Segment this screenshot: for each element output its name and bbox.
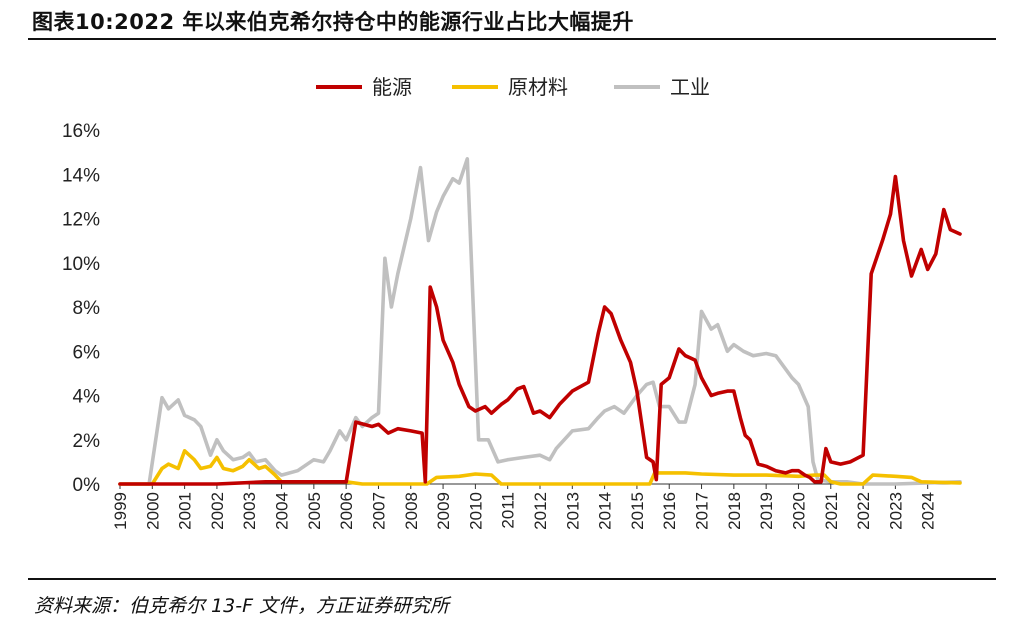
y-tick-label: 6%	[73, 342, 101, 363]
source-note: 资料来源：伯克希尔 13-F 文件，方正证券研究所	[34, 595, 450, 617]
footer-rule	[28, 578, 996, 580]
x-tick-label: 2020	[789, 492, 808, 530]
x-tick-label: 2000	[143, 492, 162, 530]
x-tick-label: 2011	[499, 492, 518, 529]
x-tick-label: 2003	[240, 492, 259, 530]
x-tick-label: 2007	[369, 492, 388, 530]
x-tick-label: 2001	[176, 492, 195, 530]
y-tick-label: 4%	[73, 387, 101, 408]
y-tick-label: 16%	[62, 121, 100, 142]
x-tick-label: 2024	[919, 492, 938, 530]
series-line-2	[118, 157, 962, 486]
legend-label-1: 原材料	[508, 75, 568, 99]
x-tick-label: 2014	[596, 492, 615, 530]
x-tick-label: 2015	[628, 492, 647, 530]
series-line-0	[118, 174, 962, 486]
x-tick-label: 2012	[531, 492, 550, 530]
x-tick-label: 2023	[886, 492, 905, 530]
x-tick-label: 2010	[466, 492, 485, 530]
x-tick-label: 2009	[434, 492, 453, 530]
x-tick-label: 2022	[854, 492, 873, 530]
x-tick-label: 2005	[305, 492, 324, 530]
y-tick-label: 14%	[62, 165, 100, 186]
y-tick-label: 10%	[62, 254, 100, 275]
y-tick-label: 2%	[73, 431, 101, 452]
x-tick-label: 2017	[693, 492, 712, 530]
y-tick-label: 8%	[73, 298, 101, 319]
x-tick-label: 2013	[563, 492, 582, 530]
legend-label-0: 能源	[372, 75, 412, 99]
chart-title: 图表10:2022 年以来伯克希尔持仓中的能源行业占比大幅提升	[32, 10, 634, 34]
y-tick-label: 0%	[73, 475, 101, 496]
legend-label-2: 工业	[670, 75, 710, 99]
series-lines	[118, 157, 962, 486]
x-tick-label: 2008	[402, 492, 421, 530]
legend: 能源 原材料 工业	[316, 75, 710, 99]
x-tick-label: 2004	[273, 492, 292, 530]
x-tick-label: 2006	[337, 492, 356, 530]
series-line-1	[118, 449, 962, 486]
x-tick-label: 2016	[660, 492, 679, 530]
x-tick-label: 2021	[822, 492, 841, 530]
x-tick-label: 2019	[757, 492, 776, 530]
y-axis: 0% 2% 4% 6% 8% 10% 12% 14% 16%	[62, 121, 100, 496]
y-tick-label: 12%	[62, 210, 100, 231]
x-axis: 1999 2000 2001 2002 2003 2004 2005 2006 2007 2008…	[111, 484, 938, 530]
x-tick-label: 2002	[208, 492, 227, 530]
x-tick-label: 2018	[725, 492, 744, 530]
x-tick-label: 1999	[111, 492, 130, 530]
title-rule	[28, 38, 996, 40]
